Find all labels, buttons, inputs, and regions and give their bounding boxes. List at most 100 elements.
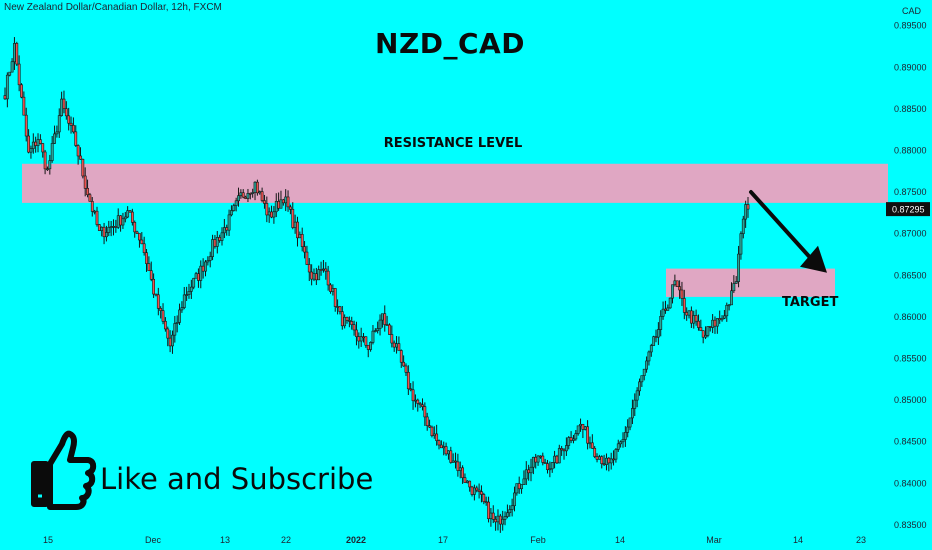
bull-candle-body	[605, 457, 608, 465]
bear-candle-body	[654, 336, 658, 339]
bull-candle-body	[432, 433, 436, 437]
candle	[741, 215, 745, 239]
bear-candle-body	[345, 317, 349, 321]
bull-candle-body	[246, 193, 250, 199]
candle	[633, 393, 637, 417]
bear-candle-body	[364, 336, 368, 346]
bull-candle-body	[638, 381, 641, 392]
bear-candle-body	[156, 294, 160, 309]
candle	[656, 322, 660, 345]
bear-candle-body	[218, 237, 222, 241]
last-price-tag: 0.87295	[886, 202, 930, 217]
bear-candle-body	[444, 446, 448, 455]
candle	[520, 484, 523, 494]
candle	[163, 317, 167, 332]
candle	[48, 154, 52, 175]
bear-candle-body	[27, 135, 30, 153]
bull-candle-body	[293, 221, 297, 228]
candle	[468, 480, 472, 492]
candle	[173, 315, 177, 343]
bull-candle-body	[234, 200, 238, 206]
candle	[263, 194, 266, 209]
candle	[501, 510, 505, 531]
bear-candle-body	[74, 131, 78, 146]
y-tick-label: 0.86000	[894, 312, 927, 322]
bull-candle-body	[576, 425, 580, 434]
candle	[619, 440, 623, 448]
bull-candle-body	[53, 133, 56, 144]
bull-candle-body	[583, 426, 587, 430]
candle	[723, 309, 726, 320]
bear-candle-body	[255, 181, 259, 194]
candle	[390, 325, 394, 348]
candle	[746, 197, 750, 218]
candle	[487, 496, 490, 523]
bull-candle-body	[588, 442, 592, 445]
candle	[616, 439, 620, 452]
candle	[409, 383, 413, 392]
bull-candle-body	[633, 399, 637, 409]
bear-candle-body	[138, 233, 141, 241]
bull-candle-body	[194, 273, 198, 279]
y-tick-label: 0.84500	[894, 437, 927, 447]
bull-candle-body	[730, 290, 733, 306]
bear-candle-body	[600, 456, 604, 465]
candle	[20, 83, 23, 99]
bull-candle-body	[230, 210, 233, 216]
bear-candle-body	[409, 388, 413, 391]
bear-candle-body	[154, 293, 158, 296]
bear-candle-body	[484, 501, 488, 503]
bear-candle-body	[362, 336, 365, 339]
time-axis[interactable]: 15 Dec 13 22 2022 17 Feb 14 Mar 14 23	[43, 535, 866, 545]
bear-candle-body	[95, 210, 99, 225]
bear-candle-body	[3, 95, 7, 100]
bull-candle-body	[631, 408, 634, 419]
bear-candle-body	[675, 280, 679, 287]
candle	[230, 205, 233, 217]
bear-candle-body	[701, 330, 705, 338]
bull-candle-body	[298, 234, 302, 239]
bear-candle-body	[402, 361, 406, 367]
candle	[376, 321, 380, 334]
bull-candle-body	[723, 315, 726, 319]
y-tick-label: 0.83500	[894, 520, 927, 530]
bull-candle-body	[567, 437, 571, 446]
candle	[524, 461, 528, 486]
candle	[364, 336, 368, 348]
candle	[286, 190, 290, 212]
candle	[260, 187, 264, 203]
candle	[706, 326, 710, 338]
resistance-label: RESISTANCE LEVEL	[383, 136, 523, 151]
bear-candle-body	[682, 298, 686, 313]
candle	[529, 458, 533, 482]
candle	[8, 71, 12, 77]
bull-candle-body	[727, 304, 731, 307]
bull-candle-body	[380, 313, 384, 321]
candle	[631, 399, 634, 425]
y-tick-label: 0.85000	[894, 395, 927, 405]
bear-candle-body	[307, 264, 311, 273]
candle	[305, 245, 309, 265]
bull-candle-body	[376, 328, 380, 331]
bear-candle-body	[607, 457, 611, 464]
last-price-tag-bg	[886, 202, 930, 217]
candle	[546, 459, 549, 474]
bull-candle-body	[371, 330, 375, 343]
bear-candle-body	[15, 43, 19, 65]
candle	[152, 273, 156, 298]
candle	[557, 444, 561, 464]
candle	[560, 445, 564, 456]
bear-candle-body	[590, 442, 594, 449]
candle	[555, 454, 559, 464]
candle	[187, 283, 191, 299]
bear-candle-body	[385, 324, 389, 326]
candle	[503, 511, 507, 526]
candle	[682, 289, 686, 320]
price-axis[interactable]: 0.89500 0.89000 0.88500 0.88000 0.87500 0.870…	[886, 21, 930, 530]
bear-candle-body	[475, 487, 479, 491]
resistance-zone	[22, 163, 888, 203]
bear-candle-body	[326, 270, 330, 286]
candle	[621, 432, 625, 448]
